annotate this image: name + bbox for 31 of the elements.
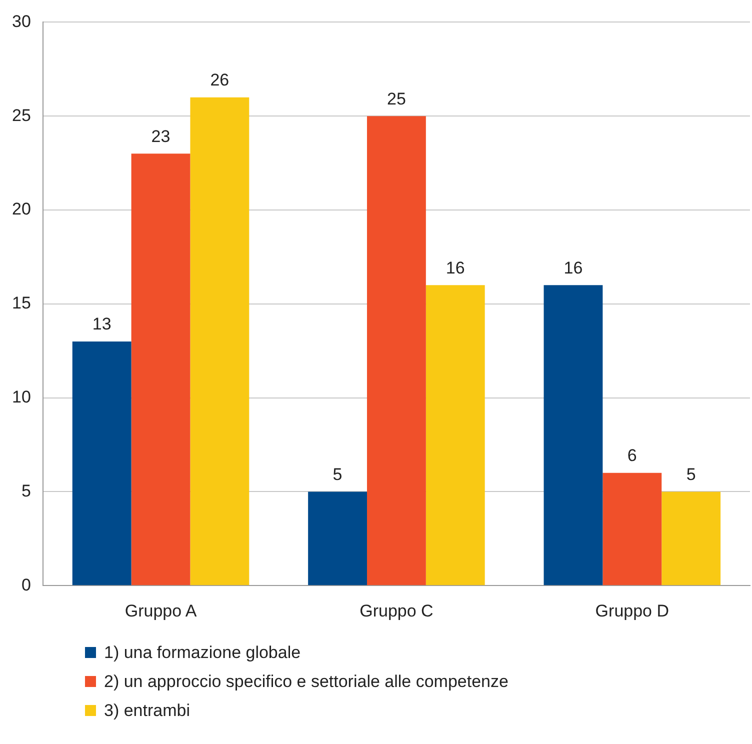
data-label: 6 <box>627 446 637 466</box>
bar <box>662 492 721 586</box>
legend-label: 3) entrambi <box>104 700 190 720</box>
y-tick-label: 0 <box>21 575 31 594</box>
bar <box>190 97 250 586</box>
y-tick-label: 25 <box>12 106 31 125</box>
data-label: 5 <box>686 464 696 484</box>
data-label: 13 <box>92 314 112 334</box>
y-tick-label: 20 <box>12 200 31 219</box>
bar <box>602 472 662 586</box>
legend-label: 2) un approccio specifico e settoriale alle competenze <box>104 672 508 692</box>
x-tick-label: Gruppo A <box>124 601 198 620</box>
bar <box>366 116 426 586</box>
bar <box>426 285 485 586</box>
y-tick-label: 30 <box>12 12 31 31</box>
data-label: 16 <box>446 258 465 278</box>
y-tick-label: 5 <box>21 481 31 500</box>
legend-label: 1) una formazione globale <box>104 642 301 662</box>
y-tick-label: 15 <box>12 294 31 313</box>
data-label: 26 <box>210 70 230 90</box>
x-tick-label: Gruppo D <box>595 601 670 620</box>
x-tick-label: Gruppo C <box>360 601 434 620</box>
y-tick-label: 10 <box>12 387 31 406</box>
bar <box>72 341 132 586</box>
data-label: 25 <box>386 89 406 108</box>
bar <box>544 285 603 586</box>
data-label: 5 <box>332 464 342 484</box>
bar <box>308 492 367 586</box>
data-label: 16 <box>564 258 583 278</box>
data-label: 23 <box>151 126 170 146</box>
bar <box>131 154 190 586</box>
